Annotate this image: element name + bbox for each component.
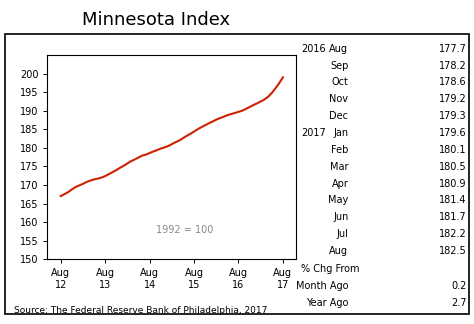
Text: Apr: Apr xyxy=(331,179,348,189)
Text: Year Ago: Year Ago xyxy=(306,298,348,308)
Text: Oct: Oct xyxy=(331,77,348,87)
Text: Dec: Dec xyxy=(329,111,348,121)
Text: 181.7: 181.7 xyxy=(439,212,467,222)
Text: Aug: Aug xyxy=(329,44,348,54)
Text: Jan: Jan xyxy=(333,128,348,138)
Text: Minnesota Index: Minnesota Index xyxy=(82,11,230,29)
Text: Jul: Jul xyxy=(337,229,348,239)
Text: May: May xyxy=(328,195,348,205)
Text: 180.9: 180.9 xyxy=(439,179,467,189)
Text: 181.4: 181.4 xyxy=(439,195,467,205)
Text: Nov: Nov xyxy=(329,94,348,104)
Text: 1992 = 100: 1992 = 100 xyxy=(156,225,214,235)
Text: Source: The Federal Reserve Bank of Philadelphia, 2017: Source: The Federal Reserve Bank of Phil… xyxy=(14,306,268,315)
Text: 180.1: 180.1 xyxy=(439,145,467,155)
Text: 0.2: 0.2 xyxy=(452,281,467,291)
Text: 179.2: 179.2 xyxy=(439,94,467,104)
Text: Mar: Mar xyxy=(330,162,348,172)
Text: 2016: 2016 xyxy=(301,44,326,54)
Text: 179.3: 179.3 xyxy=(439,111,467,121)
Text: 177.7: 177.7 xyxy=(439,44,467,54)
Text: 178.2: 178.2 xyxy=(439,61,467,71)
Text: 180.5: 180.5 xyxy=(439,162,467,172)
Text: Aug: Aug xyxy=(329,246,348,256)
Text: 2017: 2017 xyxy=(301,128,326,138)
Text: Jun: Jun xyxy=(333,212,348,222)
Bar xyxy=(5,34,469,314)
Text: Feb: Feb xyxy=(331,145,348,155)
Text: % Chg From: % Chg From xyxy=(301,264,359,274)
Text: 2.7: 2.7 xyxy=(451,298,467,308)
Text: 182.5: 182.5 xyxy=(439,246,467,256)
Text: 179.6: 179.6 xyxy=(439,128,467,138)
Text: Sep: Sep xyxy=(330,61,348,71)
Text: 178.6: 178.6 xyxy=(439,77,467,87)
Text: 182.2: 182.2 xyxy=(439,229,467,239)
Text: Month Ago: Month Ago xyxy=(296,281,348,291)
